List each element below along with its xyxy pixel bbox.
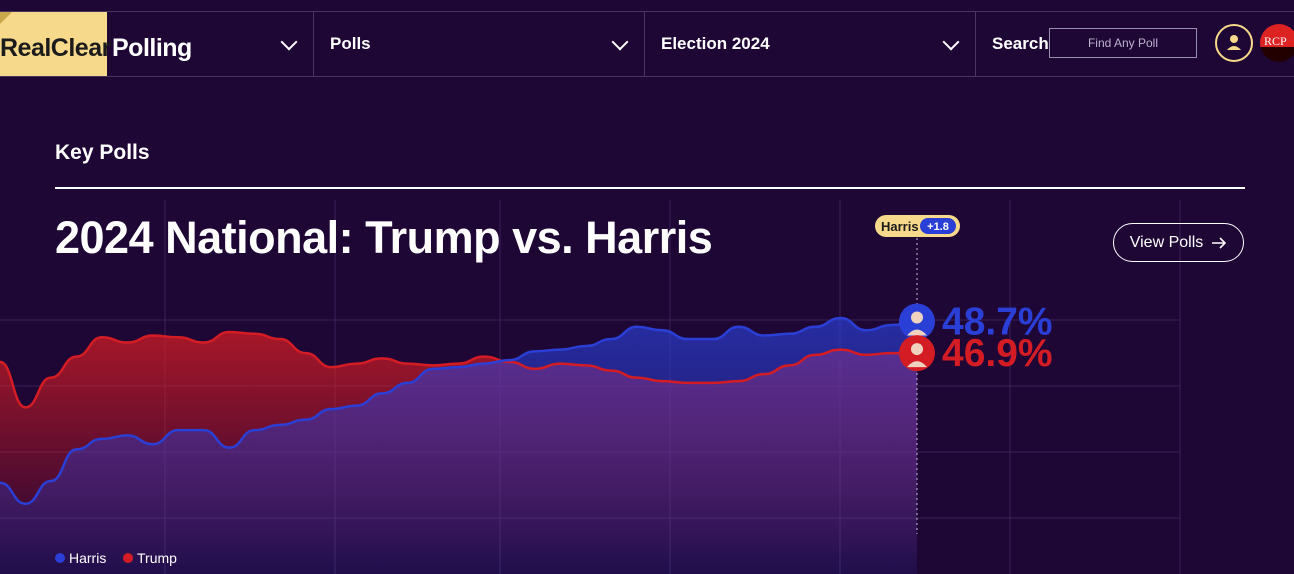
- top-nav: RealClear Polling Polls Election 2024 Se…: [0, 11, 1294, 77]
- search-input[interactable]: [1049, 28, 1197, 58]
- section-divider: [55, 187, 1245, 189]
- search-label: Search: [992, 34, 1049, 53]
- realclear-polling-logo[interactable]: RealClear Polling: [0, 12, 210, 76]
- user-account-button[interactable]: [1215, 24, 1253, 62]
- trump-line: [0, 330, 917, 409]
- legend-dot-trump: [123, 553, 133, 563]
- rcp-badge-text: RCP: [1264, 34, 1287, 48]
- harris-line: [0, 316, 918, 505]
- menu-polls[interactable]: Polls: [330, 34, 371, 53]
- logo-polling-text: Polling: [112, 34, 192, 62]
- logo-corner-mark: [0, 12, 12, 24]
- arrow-right-icon: [1212, 236, 1227, 249]
- harris-avatar-face: [911, 311, 923, 324]
- harris-current-value: 48.7%: [942, 301, 1053, 344]
- rcp-badge[interactable]: RCP: [1260, 24, 1294, 62]
- trump-avatar-face: [911, 343, 923, 356]
- logo-background: [0, 12, 107, 76]
- menu-election-2024[interactable]: Election 2024: [661, 34, 770, 53]
- leader-spread-pill: [920, 218, 956, 234]
- trump-avatar-body: [907, 361, 927, 368]
- leader-spread-value: +1.8: [927, 221, 949, 233]
- harris-avatar-body: [907, 329, 927, 336]
- logo-realclear-text: RealClear: [0, 34, 111, 62]
- trump-current-value: 46.9%: [942, 332, 1053, 375]
- section-title: Key Polls: [55, 141, 150, 164]
- nav-divider: [644, 12, 645, 76]
- nav-divider: [313, 12, 314, 76]
- legend-label-harris: Harris: [69, 550, 106, 566]
- chart-title: 2024 National: Trump vs. Harris: [55, 212, 713, 263]
- legend-label-trump: Trump: [137, 550, 177, 566]
- nav-divider: [975, 12, 976, 76]
- legend-dot-harris: [55, 553, 65, 563]
- leader-badge-name: Harris: [881, 219, 919, 234]
- user-icon: [1227, 35, 1241, 50]
- view-polls-label: View Polls: [1129, 233, 1204, 251]
- view-polls-button[interactable]: View Polls: [1113, 223, 1244, 262]
